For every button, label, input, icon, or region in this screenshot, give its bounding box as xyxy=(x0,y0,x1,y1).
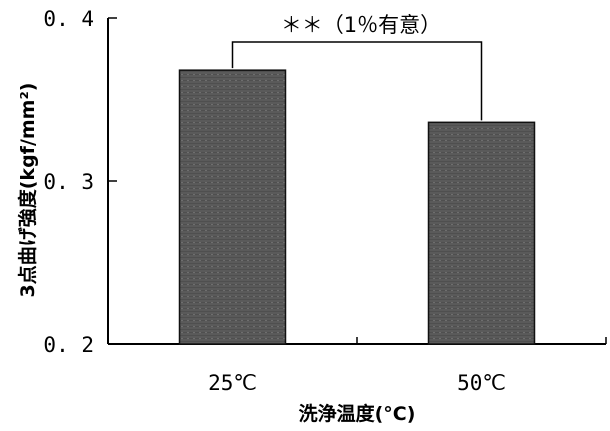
x-axis-title: 洗浄温度(°C) xyxy=(299,402,416,425)
x-category-label: 50℃ xyxy=(457,371,506,395)
bar-2 xyxy=(427,121,536,345)
y-axis-ticks: 0. 2 0. 3 0. 4 xyxy=(43,7,117,357)
y-tick-label: 0. 3 xyxy=(43,170,94,194)
x-axis-categories: 25℃ 50℃ xyxy=(208,337,607,395)
significance-annotation: ＊＊（1％有意） xyxy=(231,13,483,121)
y-axis-title: 3点曲げ強度(kgf/mm²) xyxy=(16,83,39,298)
y-tick-label: 0. 4 xyxy=(43,7,94,31)
y-tick-label: 0. 2 xyxy=(43,333,94,357)
bar-1 xyxy=(178,69,287,345)
significance-label: ＊＊（1％有意） xyxy=(281,13,441,37)
bars-group xyxy=(178,69,536,345)
significance-bracket xyxy=(231,41,483,121)
x-category-label: 25℃ xyxy=(208,371,257,395)
